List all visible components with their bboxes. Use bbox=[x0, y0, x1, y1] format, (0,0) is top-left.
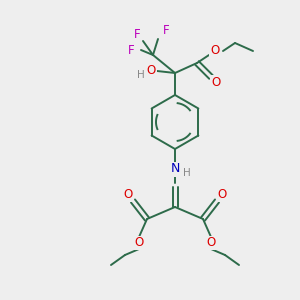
Text: F: F bbox=[128, 44, 134, 56]
Text: H: H bbox=[137, 70, 145, 80]
Text: F: F bbox=[163, 25, 169, 38]
Text: F: F bbox=[134, 28, 140, 41]
Text: O: O bbox=[123, 188, 133, 202]
Text: O: O bbox=[206, 236, 216, 250]
Text: H: H bbox=[183, 168, 191, 178]
Text: N: N bbox=[170, 163, 180, 176]
Text: O: O bbox=[218, 188, 226, 202]
Text: O: O bbox=[210, 44, 220, 58]
Text: O: O bbox=[146, 64, 156, 77]
Text: O: O bbox=[134, 236, 144, 250]
Text: O: O bbox=[212, 76, 220, 88]
